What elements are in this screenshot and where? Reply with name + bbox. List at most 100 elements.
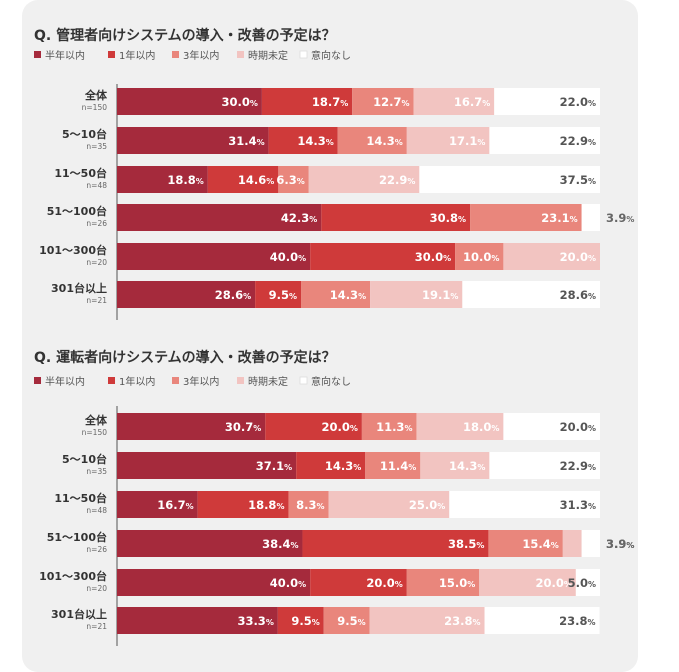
legend-swatch <box>299 50 308 59</box>
data-label: 30.8% <box>430 211 466 225</box>
data-label: 33.3% <box>237 614 273 628</box>
data-label: 31.3% <box>560 498 596 512</box>
percent-unit: % <box>408 463 416 472</box>
bar-segment <box>413 88 495 115</box>
bar-segment <box>310 569 407 596</box>
percent-unit: % <box>588 254 596 263</box>
data-label: 25.0% <box>409 498 445 512</box>
percent-unit: % <box>312 618 320 627</box>
data-label: 9.5% <box>337 614 365 628</box>
percent-unit: % <box>290 541 298 550</box>
percent-unit: % <box>266 618 274 627</box>
percent-unit: % <box>626 215 634 224</box>
legend-label: 半年以内 <box>45 375 85 388</box>
sample-size-label: n=20 <box>86 258 107 267</box>
data-label: 23.1% <box>541 211 577 225</box>
data-label: 15.0% <box>439 576 475 590</box>
percent-unit: % <box>402 99 410 108</box>
category-label: 5〜10台 <box>62 452 107 466</box>
percent-unit: % <box>588 424 596 433</box>
legend-swatch <box>34 51 41 58</box>
bar-segment <box>261 88 353 115</box>
percent-unit: % <box>253 424 261 433</box>
data-label: 18.7% <box>312 95 348 109</box>
percent-unit: % <box>588 618 596 627</box>
bar-segment <box>416 413 504 440</box>
sample-size-label: n=48 <box>86 506 107 515</box>
legend-swatch <box>172 51 179 58</box>
data-label: 20.0% <box>535 576 571 590</box>
bar-segment <box>462 281 600 308</box>
bar-segment <box>207 166 279 193</box>
legend-swatch <box>34 377 41 384</box>
percent-unit: % <box>276 502 284 511</box>
bar-segment <box>117 607 278 634</box>
bar-segment <box>117 452 297 479</box>
chart-title: Q. 管理者向けシステムの導入・改善の予定は？ <box>34 27 336 44</box>
percent-unit: % <box>477 463 485 472</box>
data-label: 18.8% <box>167 173 203 187</box>
bar-segment <box>406 127 490 154</box>
percent-unit: % <box>243 292 251 301</box>
percent-unit: % <box>588 580 596 589</box>
bar-segment <box>361 413 417 440</box>
data-label: 42.3% <box>281 211 317 225</box>
data-label-outside: 3.9% <box>606 537 634 551</box>
bar-segment <box>489 127 600 154</box>
bar-segment <box>328 491 450 518</box>
percent-unit: % <box>588 177 596 186</box>
sample-size-label: n=35 <box>86 467 107 476</box>
bar-segment <box>470 204 582 231</box>
sample-size-label: n=26 <box>86 545 107 554</box>
percent-unit: % <box>266 177 274 186</box>
percent-unit: % <box>250 99 258 108</box>
legend-swatch <box>299 376 308 385</box>
bar-segment <box>265 413 362 440</box>
bar-segment <box>277 607 324 634</box>
bar-segment <box>503 243 600 270</box>
bar-segment <box>255 281 302 308</box>
bar-segment <box>369 607 485 634</box>
category-label: 301台以上 <box>51 281 107 295</box>
sample-size-label: n=20 <box>86 584 107 593</box>
data-label: 14.3% <box>366 134 402 148</box>
bar-segment <box>117 530 303 557</box>
bar-segment <box>484 607 600 634</box>
percent-unit: % <box>588 463 596 472</box>
percent-unit: % <box>482 99 490 108</box>
percent-unit: % <box>450 292 458 301</box>
percent-unit: % <box>309 215 317 224</box>
bar-segment <box>117 569 311 596</box>
sample-size-label: n=35 <box>86 142 107 151</box>
percent-unit: % <box>476 541 484 550</box>
data-label: 30.0% <box>222 95 258 109</box>
data-label: 22.9% <box>560 459 596 473</box>
bar-segment <box>117 281 256 308</box>
bar-segment <box>337 127 407 154</box>
data-label: 16.7% <box>157 498 193 512</box>
data-label: 20.0% <box>560 420 596 434</box>
percent-unit: % <box>297 177 305 186</box>
sample-size-label: n=26 <box>86 219 107 228</box>
legend-label: 3年以内 <box>183 375 219 388</box>
bar-segment <box>406 569 480 596</box>
percent-unit: % <box>257 138 265 147</box>
sample-size-label: n=150 <box>82 428 108 437</box>
bar-segment <box>575 569 600 596</box>
percent-unit: % <box>458 215 466 224</box>
bar-segment <box>117 166 208 193</box>
percent-unit: % <box>626 541 634 550</box>
data-label: 37.1% <box>256 459 292 473</box>
percent-unit: % <box>570 215 578 224</box>
data-label: 11.4% <box>380 459 416 473</box>
data-label: 20.0% <box>321 420 357 434</box>
sample-size-label: n=21 <box>86 296 107 305</box>
bar-segment <box>301 281 371 308</box>
chart-title: Q. 運転者向けシステムの導入・改善の予定は？ <box>34 349 336 366</box>
data-label: 18.0% <box>463 420 499 434</box>
data-label-outside: 3.9% <box>606 537 634 551</box>
data-label: 30.7% <box>225 420 261 434</box>
percent-unit: % <box>564 580 572 589</box>
category-label: 51〜100台 <box>47 204 107 218</box>
bar-segment <box>488 530 563 557</box>
